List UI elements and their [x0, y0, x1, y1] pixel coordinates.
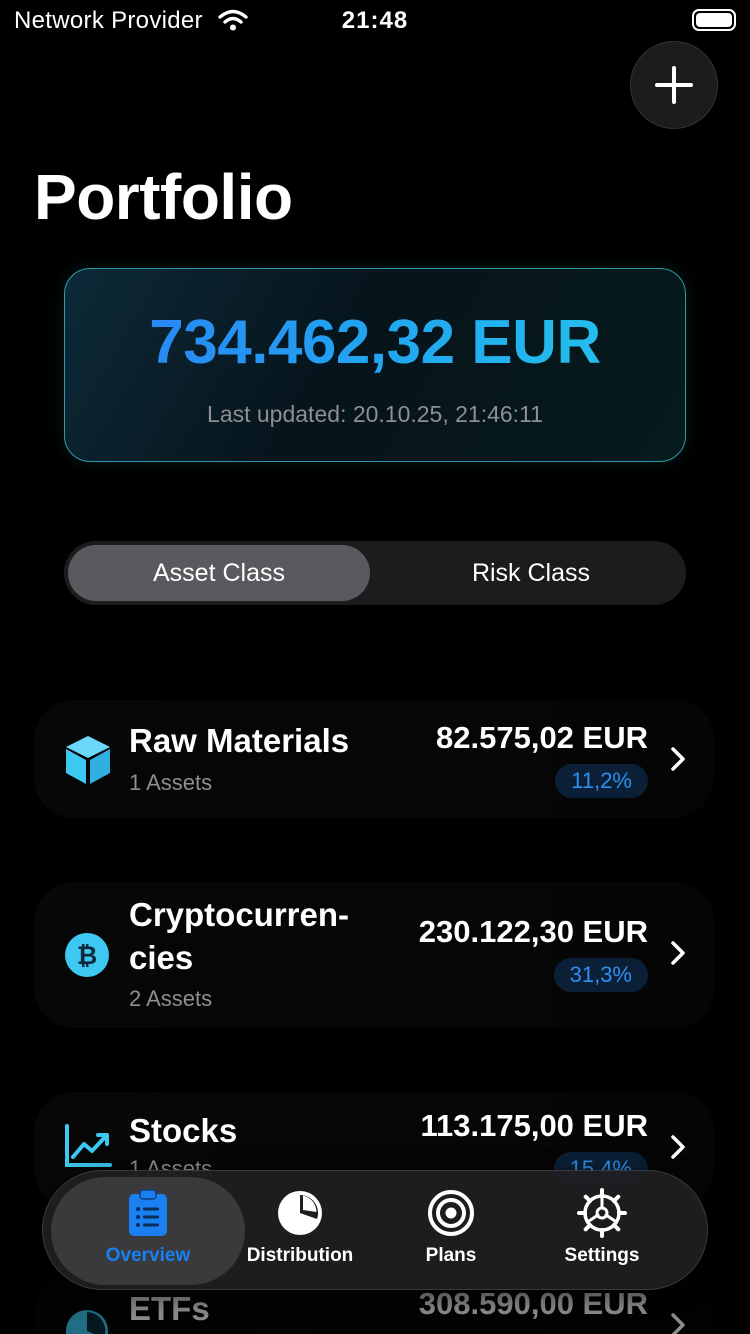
chart-up-icon — [64, 1124, 112, 1173]
pie-chart-icon — [276, 1189, 324, 1237]
asset-class-name-line2: cies — [129, 939, 194, 976]
tab-label: Settings — [564, 1245, 640, 1266]
svg-text:₿: ₿ — [77, 941, 97, 970]
status-bar: Network Provider 21:48 — [0, 0, 750, 42]
tab-label: Plans — [425, 1245, 477, 1266]
asset-class-name-line1: Cryptocurren- — [129, 896, 350, 933]
chevron-right-icon — [670, 746, 686, 777]
grouping-segmented-control: Asset Class Risk Class — [64, 541, 686, 605]
carrier-label: Network Provider — [14, 7, 203, 34]
battery-icon — [692, 9, 736, 31]
segment-risk-class[interactable]: Risk Class — [471, 558, 591, 587]
asset-class-value: 308.590,00 EUR — [418, 1286, 648, 1321]
tab-bar: Overview Distribution Plans — [42, 1170, 708, 1290]
asset-class-value: 82.575,02 EUR — [436, 720, 648, 755]
status-time: 21:48 — [341, 7, 409, 34]
share-badge: 31,3% — [553, 958, 648, 992]
tab-settings[interactable]: Settings — [527, 1177, 677, 1285]
wifi-icon — [218, 9, 248, 36]
chevron-right-icon — [670, 1134, 686, 1165]
asset-class-name: ETFs — [129, 1290, 210, 1327]
clipboard-icon — [128, 1189, 168, 1237]
portfolio-total-card: 734.462,32 EUR Last updated: 20.10.25, 2… — [64, 268, 686, 462]
cube-icon — [64, 734, 112, 791]
share-badge: 11,2% — [555, 764, 648, 798]
asset-count: 1 Assets — [129, 770, 213, 795]
asset-class-row-raw-materials[interactable]: Raw Materials 1 Assets 82.575,02 EUR 11,… — [34, 700, 714, 818]
asset-class-value: 230.122,30 EUR — [418, 914, 648, 949]
gear-icon — [577, 1188, 627, 1238]
tab-label: Overview — [105, 1245, 191, 1266]
asset-class-name: Raw Materials — [129, 722, 350, 759]
tab-distribution[interactable]: Distribution — [225, 1177, 375, 1285]
asset-count: 2 Assets — [129, 986, 213, 1011]
chevron-right-icon — [670, 940, 686, 971]
asset-class-row-cryptocurrencies[interactable]: ₿ Cryptocurren- cies 2 Assets 230.122,30… — [34, 882, 714, 1028]
bitcoin-icon: ₿ — [64, 932, 110, 983]
plus-icon — [655, 66, 693, 104]
segment-asset-class[interactable]: Asset Class — [68, 545, 370, 601]
pie-chart-icon — [64, 1308, 110, 1334]
asset-class-value: 113.175,00 EUR — [420, 1108, 648, 1143]
page-title: Portfolio — [34, 161, 293, 233]
asset-class-name: Stocks — [129, 1112, 238, 1149]
tab-plans[interactable]: Plans — [376, 1177, 526, 1285]
portfolio-total-value: 734.462,32 EUR — [65, 307, 685, 378]
tab-label: Distribution — [246, 1245, 354, 1266]
last-updated-label: Last updated: 20.10.25, 21:46:11 — [207, 401, 543, 427]
target-icon — [427, 1189, 475, 1237]
tab-overview[interactable]: Overview — [51, 1177, 245, 1285]
add-asset-button[interactable] — [630, 41, 718, 129]
chevron-right-icon — [670, 1312, 686, 1334]
